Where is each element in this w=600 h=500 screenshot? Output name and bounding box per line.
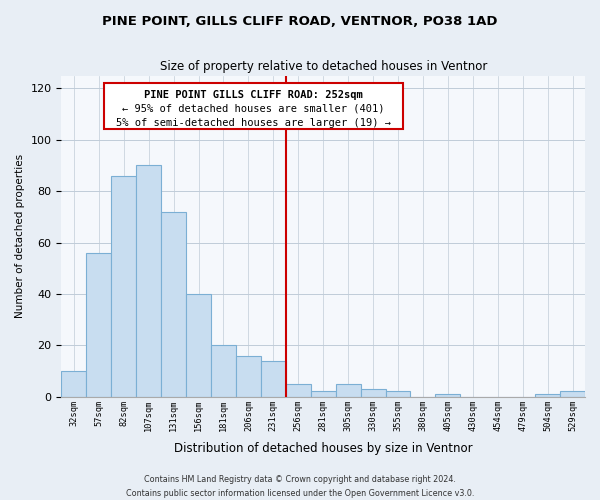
- Text: 5% of semi-detached houses are larger (19) →: 5% of semi-detached houses are larger (1…: [116, 118, 391, 128]
- Bar: [560, 392, 585, 396]
- X-axis label: Distribution of detached houses by size in Ventnor: Distribution of detached houses by size …: [174, 442, 473, 455]
- Bar: [361, 389, 386, 396]
- Y-axis label: Number of detached properties: Number of detached properties: [15, 154, 25, 318]
- Title: Size of property relative to detached houses in Ventnor: Size of property relative to detached ho…: [160, 60, 487, 73]
- Text: ← 95% of detached houses are smaller (401): ← 95% of detached houses are smaller (40…: [122, 104, 385, 114]
- Text: PINE POINT, GILLS CLIFF ROAD, VENTNOR, PO38 1AD: PINE POINT, GILLS CLIFF ROAD, VENTNOR, P…: [102, 15, 498, 28]
- Bar: [136, 166, 161, 396]
- Bar: [386, 392, 410, 396]
- Bar: [161, 212, 186, 396]
- Bar: [61, 371, 86, 396]
- Bar: [111, 176, 136, 396]
- Text: PINE POINT GILLS CLIFF ROAD: 252sqm: PINE POINT GILLS CLIFF ROAD: 252sqm: [144, 90, 363, 100]
- Bar: [535, 394, 560, 396]
- Bar: [436, 394, 460, 396]
- Bar: [236, 356, 261, 397]
- Bar: [286, 384, 311, 396]
- Bar: [311, 392, 335, 396]
- Bar: [335, 384, 361, 396]
- Text: Contains HM Land Registry data © Crown copyright and database right 2024.
Contai: Contains HM Land Registry data © Crown c…: [126, 476, 474, 498]
- FancyBboxPatch shape: [104, 84, 403, 130]
- Bar: [261, 360, 286, 396]
- Bar: [186, 294, 211, 396]
- Bar: [86, 253, 111, 396]
- Bar: [211, 345, 236, 397]
